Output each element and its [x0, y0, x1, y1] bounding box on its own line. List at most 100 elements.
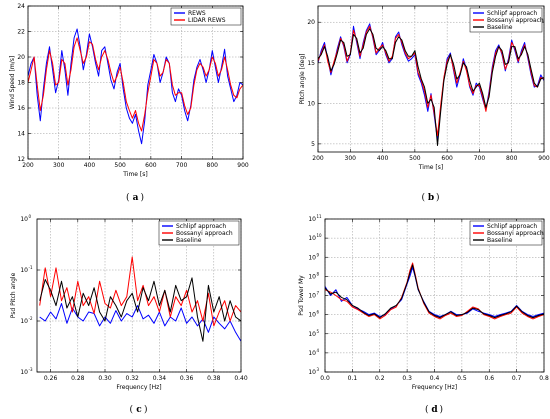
series-line-rews: [28, 28, 243, 145]
legend-label: LIDAR REWS: [188, 17, 226, 24]
x-tick-label: 0.7: [512, 375, 522, 382]
series-group: [318, 23, 544, 146]
x-tick-label: 200: [22, 162, 34, 169]
legend-label: Baseline: [176, 237, 202, 244]
x-tick-label: 600: [441, 155, 453, 162]
panel-caption-letter: c: [136, 405, 142, 415]
x-tick-label: 900: [237, 162, 249, 169]
y-tick-label: 20: [17, 54, 25, 61]
series-line-baseline: [39, 277, 241, 342]
panel-a: 200 300 400 500 600 700 800 900 12 14 16 18 20 22 24 Ti…: [9, 3, 249, 203]
y-tick-label: 10: [308, 293, 316, 300]
y-tick-label: 10: [308, 312, 316, 319]
x-tick-label: 0.8: [539, 375, 549, 382]
y-tick-label: 10: [308, 254, 316, 261]
y-tick-exponent: 9: [317, 252, 320, 257]
x-tick-label: 0.34: [153, 375, 167, 382]
y-tick-exponent: 6: [317, 310, 320, 315]
y-tick-label: 10: [20, 267, 28, 274]
x-tick-label: 0.40: [234, 375, 248, 382]
y-tick-exponent: -1: [29, 265, 33, 270]
y-tick-label: 16: [17, 105, 25, 112]
y-tick-label: 24: [17, 3, 25, 10]
panel-caption-close: ): [141, 192, 145, 203]
x-tick-label: 0.6: [484, 375, 494, 382]
y-tick-label: 10: [308, 331, 316, 338]
y-tick-label: 14: [17, 131, 25, 138]
x-tick-label: 0.28: [71, 375, 85, 382]
x-tick-label: 800: [207, 162, 219, 169]
y-axis-label: Wind Speed [m/s]: [9, 56, 16, 109]
legend-label: Bossanyi approach: [487, 17, 544, 24]
plot-frame: [36, 218, 242, 373]
y-tick-label: 12: [17, 156, 25, 163]
grid-lines: [27, 5, 244, 160]
legend-box: [170, 7, 242, 26]
panel-caption-close: ): [144, 404, 148, 415]
x-tick-label: 500: [114, 162, 126, 169]
y-tick-label: 10: [308, 235, 316, 242]
x-tick-label: 200: [312, 155, 324, 162]
series-line-baseline: [318, 28, 544, 146]
legend-label: Bossanyi approach: [176, 230, 233, 237]
y-tick-label: 10: [307, 100, 315, 107]
y-tick-label: 10: [308, 369, 316, 376]
x-tick-label: 400: [377, 155, 389, 162]
y-tick-label: 10: [20, 318, 28, 325]
legend-label: Baseline: [487, 24, 513, 31]
legend-label: Schlipf approach: [487, 10, 537, 17]
x-tick-label: 0.4: [430, 375, 440, 382]
series-line-lidar-rews: [28, 37, 243, 132]
x-tick-label: 0.3: [402, 375, 412, 382]
y-tick-exponent: 11: [317, 214, 323, 219]
x-tick-label: 500: [409, 155, 421, 162]
y-tick-exponent: 4: [317, 348, 320, 353]
x-tick-label: 0.30: [98, 375, 112, 382]
x-axis-label: Frequency [Hz]: [116, 384, 161, 391]
x-tick-label: 800: [506, 155, 518, 162]
panel-caption-letter: b: [428, 193, 434, 203]
x-tick-label: 0.0: [320, 375, 330, 382]
x-tick-label: 700: [474, 155, 486, 162]
x-tick-label: 0.5: [457, 375, 467, 382]
y-tick-exponent: 5: [317, 329, 320, 334]
plot-frame: [317, 5, 545, 153]
legend-label: Baseline: [487, 237, 513, 244]
panel-d: 0.0 0.1 0.2 0.3 0.4 0.5 0.6 0.7 0.810 310 410 510 61…: [298, 214, 549, 415]
series-line-baseline: [325, 264, 544, 319]
legend-label: Bossanyi approach: [487, 230, 544, 237]
x-tick-label: 0.38: [207, 375, 221, 382]
panel-c: 0.26 0.28 0.30 0.32 0.34 0.36 0.38 0.4010-310-2…: [10, 214, 248, 415]
panel-caption-letter: a: [133, 193, 139, 203]
plot-frame: [27, 5, 244, 160]
y-tick-label: 10: [20, 369, 28, 376]
x-tick-label: 300: [345, 155, 357, 162]
legend-label: REWS: [188, 10, 206, 17]
legend-label: Schlipf approach: [176, 223, 226, 230]
y-tick-label: 10: [308, 273, 316, 280]
x-tick-label: 400: [84, 162, 96, 169]
x-tick-label: 700: [176, 162, 188, 169]
y-tick-exponent: -2: [29, 316, 33, 321]
y-tick-label: 10: [20, 216, 28, 223]
panel-caption-open: (: [421, 192, 425, 203]
x-tick-label: 0.2: [375, 375, 385, 382]
y-tick-label: 10: [308, 350, 316, 357]
x-tick-label: 600: [145, 162, 157, 169]
panel-caption-open: (: [126, 192, 130, 203]
panel-caption-close: ): [440, 404, 444, 415]
x-tick-label: 900: [538, 155, 550, 162]
panel-caption-open: (: [425, 404, 429, 415]
y-tick-label: 20: [307, 19, 315, 26]
y-tick-exponent: 7: [317, 291, 320, 296]
x-tick-label: 0.32: [126, 375, 140, 382]
y-tick-label: 10: [308, 216, 316, 223]
x-tick-label: 0.26: [44, 375, 58, 382]
y-axis-label: Psd Tower My: [298, 275, 305, 316]
panel-caption-open: (: [129, 404, 133, 415]
series-group: [325, 262, 544, 320]
